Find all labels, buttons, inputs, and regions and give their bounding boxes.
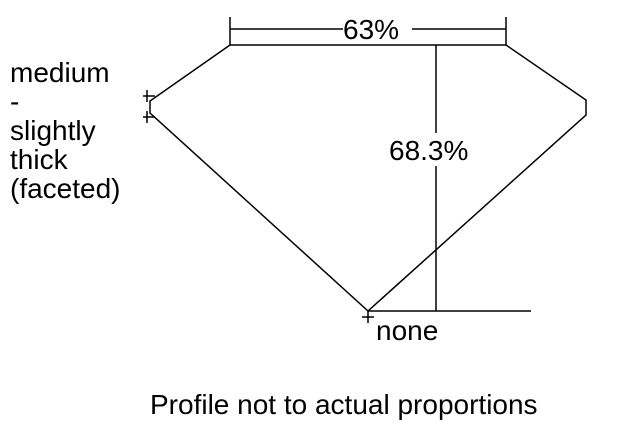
caption: Profile not to actual proportions xyxy=(150,389,538,420)
girdle-label-line: (faceted) xyxy=(10,173,121,204)
girdle-label-line: - xyxy=(10,86,20,117)
gem-outline xyxy=(149,44,587,313)
girdle-cross-marks xyxy=(143,90,155,123)
culet-cross-mark xyxy=(362,311,374,323)
girdle-label: medium - slightly thick (faceted) xyxy=(10,58,121,203)
girdle-label-line: slightly xyxy=(10,115,96,146)
depth-percentage-label: 68.3% xyxy=(389,135,469,166)
girdle-label-line: medium xyxy=(10,57,110,88)
girdle-label-line: thick xyxy=(10,144,68,175)
culet-label: none xyxy=(376,315,439,346)
table-percentage-label: 63% xyxy=(343,14,400,45)
